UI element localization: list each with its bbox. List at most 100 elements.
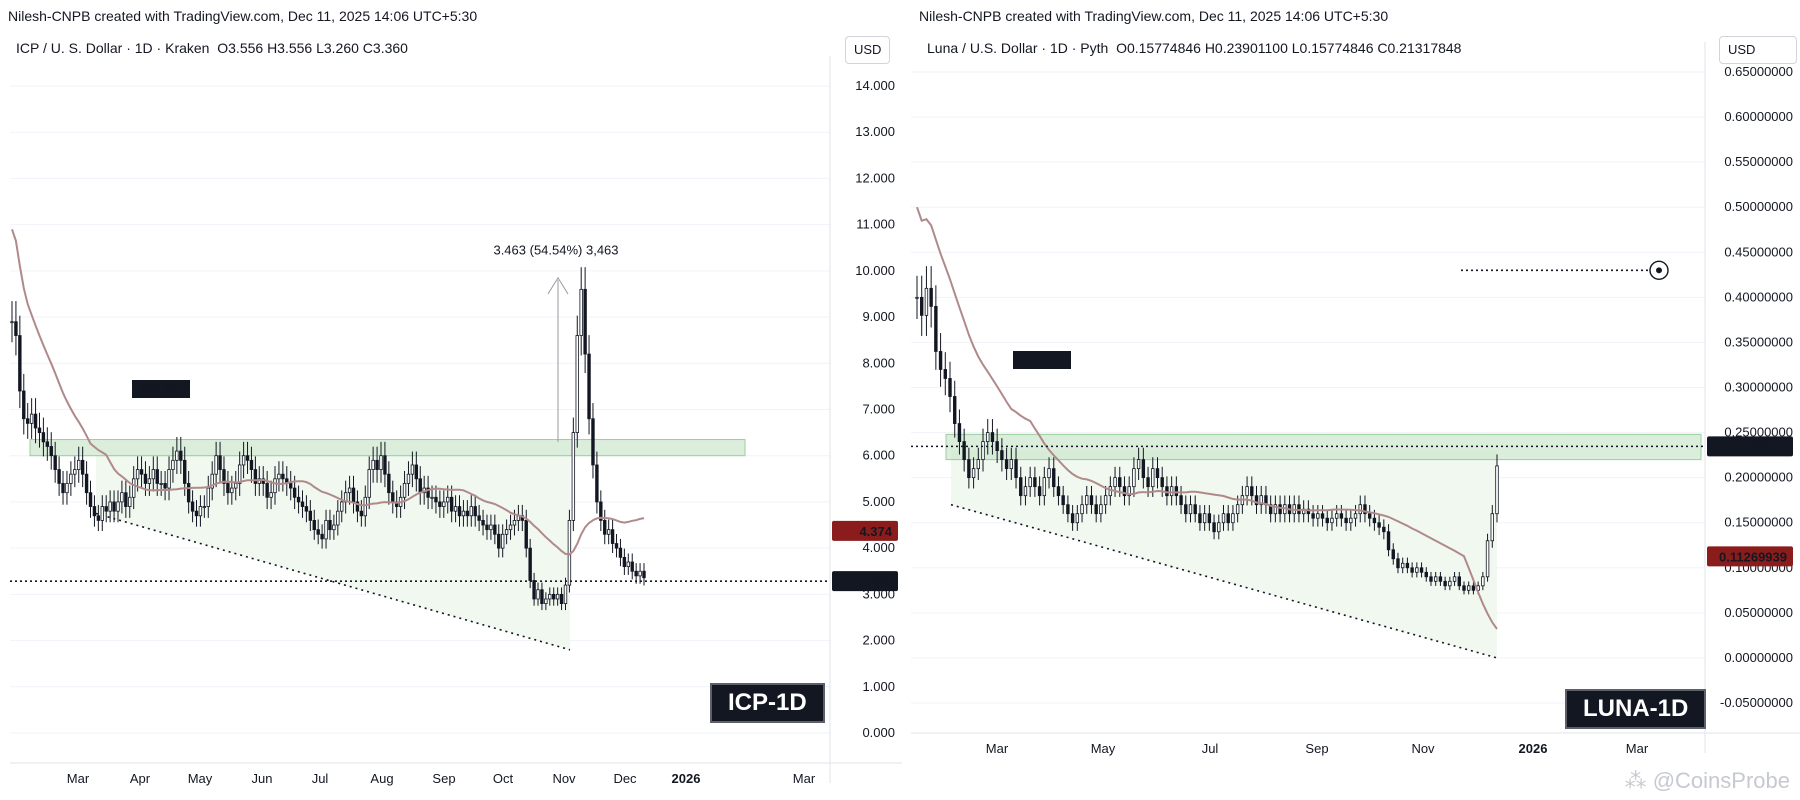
candle [481, 509, 485, 536]
candle-body [1151, 468, 1155, 488]
moving-average-line [11, 228, 645, 556]
symbol-name: ICP / U. S. Dollar · 1D · Kraken [16, 40, 210, 56]
candle [1061, 485, 1065, 514]
y-tick-label: 10.000 [855, 263, 895, 278]
candle [69, 461, 73, 496]
candle-body [497, 533, 501, 549]
candle [61, 470, 65, 505]
candle-body [1311, 513, 1315, 519]
candle-body [438, 501, 442, 507]
target-icon-dot [1656, 267, 1662, 274]
candle-body [453, 506, 458, 512]
candle-body [1316, 513, 1320, 519]
candle [1268, 495, 1273, 523]
symbol-legend: Luna / U.S. Dollar · 1D · Pyth O0.157748… [927, 40, 1461, 56]
candle-body [1320, 513, 1325, 519]
candle-body [116, 501, 120, 512]
currency-unit-button[interactable]: USD [1719, 36, 1797, 64]
luna-candlestick-chart[interactable]: 0.65000000 0.60000000 0.55000000 0.50000000… [911, 0, 1800, 800]
candle-body [100, 506, 104, 521]
y-tick-label: 13.000 [855, 124, 895, 139]
y-tick-label: 9.000 [862, 309, 895, 324]
ma-price-tag: 0.11269939 [1707, 546, 1793, 567]
y-tick-label: 7.000 [862, 402, 895, 417]
candle [555, 587, 560, 606]
candle [1419, 562, 1424, 578]
candle [986, 419, 990, 455]
candle-body [934, 305, 938, 352]
y-tick-label: -0.05000000 [1720, 695, 1793, 710]
candle-body [1009, 459, 1014, 470]
candle [971, 457, 976, 489]
y-tick-label: 14.000 [855, 78, 895, 93]
candle [1344, 509, 1348, 531]
candle-body [375, 459, 379, 470]
candle-body [1273, 504, 1278, 515]
candle [532, 572, 536, 606]
candle-body [289, 483, 293, 489]
ma-label: 100 MA [1013, 351, 1071, 369]
candle-body [128, 496, 132, 507]
last-price-tag: 0.23468940 [1707, 436, 1793, 457]
candle [1004, 447, 1009, 480]
support-trendline [950, 503, 1498, 659]
candle [1471, 581, 1476, 595]
ma-label: 100 MA [132, 380, 190, 398]
candle [1019, 466, 1023, 506]
candle [453, 495, 458, 523]
candle [1122, 476, 1127, 506]
candle-body [1462, 585, 1466, 591]
candle-body [1250, 486, 1254, 497]
candle-body [1396, 558, 1400, 569]
candle [367, 456, 371, 510]
currency-unit-button[interactable]: USD [845, 36, 891, 64]
candle-body [1118, 477, 1122, 488]
last-price-tag-text: 0.23468940 [1718, 439, 1787, 454]
candle [469, 495, 473, 527]
candle-body [1306, 508, 1311, 515]
candle [1382, 519, 1386, 540]
candle-body [222, 469, 226, 484]
candle [957, 409, 962, 455]
candle-body [108, 501, 112, 512]
candle [1278, 495, 1282, 523]
candle-body [92, 506, 97, 517]
candle-body [1132, 468, 1136, 488]
candle-body [363, 496, 367, 517]
candle-body [1108, 486, 1113, 497]
candle [1490, 505, 1494, 548]
candle-body [281, 473, 285, 480]
candle-body [336, 510, 340, 526]
y-tick-label: 0.25000000 [1724, 425, 1793, 440]
candle [552, 587, 556, 606]
candle [465, 500, 470, 527]
candle-body [1235, 504, 1240, 515]
candle [1481, 571, 1485, 591]
candle-body [571, 432, 576, 521]
candle-body [630, 561, 634, 572]
candle-body [277, 473, 281, 480]
candle-body [26, 418, 30, 424]
candle [606, 519, 611, 545]
candle [379, 441, 383, 483]
candle [1410, 562, 1414, 578]
candle-body [332, 524, 336, 531]
candle [1141, 447, 1146, 489]
candle-body [1174, 486, 1179, 497]
y-tick-label: 0.60000000 [1724, 109, 1793, 124]
x-tick-label: 2026 [1519, 741, 1548, 756]
candle-body [167, 469, 171, 489]
candle-body [1391, 549, 1395, 560]
candle-body [29, 413, 34, 424]
candle [575, 315, 579, 448]
candle [442, 490, 446, 518]
x-tick-label: Mar [67, 771, 90, 786]
icp-candlestick-chart[interactable]: 14.000 13.000 12.000 11.000 10.000 9.000 8.000… [0, 0, 902, 800]
moving-average-line [916, 206, 1498, 630]
candle [1184, 495, 1188, 523]
candle-body [606, 529, 611, 535]
candle-body [1155, 468, 1160, 479]
candle [245, 441, 250, 474]
candle [1103, 485, 1108, 514]
candle-body [206, 487, 210, 507]
